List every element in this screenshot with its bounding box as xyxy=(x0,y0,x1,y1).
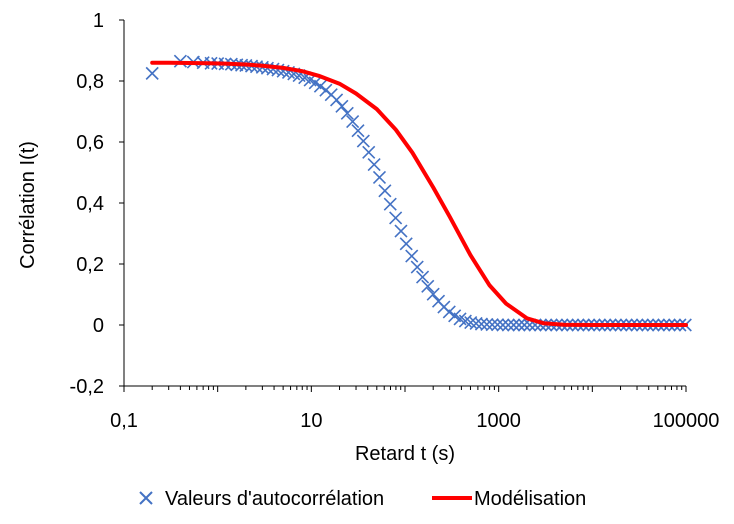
y-tick-label: 1 xyxy=(93,10,104,32)
scatter-point-stroke xyxy=(517,318,531,332)
scatter-point-stroke xyxy=(399,237,413,251)
scatter-point-stroke xyxy=(458,314,472,328)
scatter-point xyxy=(464,315,478,330)
model-line xyxy=(150,60,688,327)
scatter-point-stroke xyxy=(426,287,440,301)
scatter-point-stroke xyxy=(410,260,424,274)
scatter-point xyxy=(507,318,521,332)
scatter-point-stroke xyxy=(490,318,505,332)
scatter-point xyxy=(415,270,430,284)
legend-label-line: Modélisation xyxy=(474,488,586,510)
scatter-point xyxy=(517,318,531,332)
scatter-point xyxy=(490,318,505,332)
scatter-point-stroke xyxy=(405,249,419,263)
scatter-point xyxy=(496,318,510,332)
scatter-point-stroke xyxy=(383,197,397,211)
x-tick-label: 10 xyxy=(300,410,322,432)
scatter-point-stroke xyxy=(512,318,526,332)
legend-label-scatter: Valeurs d'autocorrélation xyxy=(165,488,384,510)
scatter-point-stroke xyxy=(346,114,360,129)
scatter-point xyxy=(362,145,376,159)
scatter-point-stroke xyxy=(308,76,322,90)
scatter-point-stroke xyxy=(340,106,354,120)
scatter-point-stroke xyxy=(362,145,376,159)
scatter-point xyxy=(442,305,456,319)
scatter-point-stroke xyxy=(469,316,483,331)
y-tick-label: 0,6 xyxy=(76,132,104,154)
scatter-point-stroke xyxy=(351,124,365,138)
scatter-point xyxy=(313,79,327,93)
scatter-point-stroke xyxy=(474,317,489,331)
scatter-point xyxy=(367,158,381,172)
scatter-point-stroke xyxy=(448,309,462,323)
scatter-point-stroke xyxy=(421,279,435,293)
legend: Valeurs d'autocorrélation Modélisation xyxy=(139,488,586,510)
scatter-point xyxy=(335,99,349,113)
x-tick-label: 1000 xyxy=(476,410,521,432)
scatter-point-stroke xyxy=(145,66,159,80)
scatter-point xyxy=(394,224,408,238)
scatter-point-stroke xyxy=(464,315,478,330)
scatter-point xyxy=(410,260,424,274)
y-tick-label: -0,2 xyxy=(70,376,104,398)
y-axis-title: Corrélation I(t) xyxy=(17,141,39,269)
scatter-point xyxy=(421,279,435,293)
scatter-point xyxy=(389,211,403,225)
legend-marker-scatter xyxy=(139,491,153,505)
y-tick-label: 0 xyxy=(93,315,104,337)
y-tick-label: 0,8 xyxy=(76,71,104,93)
scatter-point xyxy=(351,124,365,138)
scatter-point xyxy=(474,317,489,331)
scatter-point xyxy=(346,114,360,129)
scatter-point xyxy=(145,66,159,80)
data-layer xyxy=(145,54,692,332)
scatter-point-stroke xyxy=(378,184,392,198)
scatter-point xyxy=(405,249,419,263)
scatter-point-stroke xyxy=(533,318,548,332)
x-axis-title: Retard t (s) xyxy=(355,443,455,465)
x-tick-label: 0,1 xyxy=(110,410,138,432)
scatter-point xyxy=(501,318,515,332)
scatter-point-stroke xyxy=(485,318,499,332)
scatter-point xyxy=(378,184,392,198)
scatter-point-stroke xyxy=(507,318,521,332)
scatter-point xyxy=(485,318,499,332)
scatter-point xyxy=(340,106,354,120)
scatter-point-stroke xyxy=(335,99,349,113)
y-tick-label: 0,2 xyxy=(76,254,104,276)
axes-layer: -0,2 0 0,2 0,4 0,6 0,8 1 0,1 10 1000 100000 xyxy=(70,10,720,432)
scatter-point-stroke xyxy=(356,134,370,148)
scatter-point xyxy=(469,316,483,331)
scatter-point xyxy=(356,134,370,148)
scatter-point-stroke xyxy=(372,170,387,184)
scatter-point-stroke xyxy=(394,224,408,238)
scatter-point xyxy=(426,287,440,301)
scatter-point-stroke xyxy=(453,312,467,326)
scatter-point-stroke xyxy=(266,62,280,76)
x-tick-label: 100000 xyxy=(653,410,720,432)
scatter-point xyxy=(372,170,387,184)
scatter-point xyxy=(399,237,413,251)
scatter-point-stroke xyxy=(367,158,381,172)
scatter-point-stroke xyxy=(389,211,403,225)
scatter-point-stroke xyxy=(496,318,510,332)
scatter-point xyxy=(512,318,526,332)
scatter-point xyxy=(480,317,494,331)
y-tick-label: 0,4 xyxy=(76,193,104,215)
scatter-point xyxy=(383,197,397,211)
scatter-point-stroke xyxy=(313,79,327,93)
scatter-point-stroke xyxy=(480,317,494,331)
scatter-point-stroke xyxy=(442,305,456,319)
scatter-point-stroke xyxy=(415,270,430,284)
scatter-point-stroke xyxy=(501,318,515,332)
